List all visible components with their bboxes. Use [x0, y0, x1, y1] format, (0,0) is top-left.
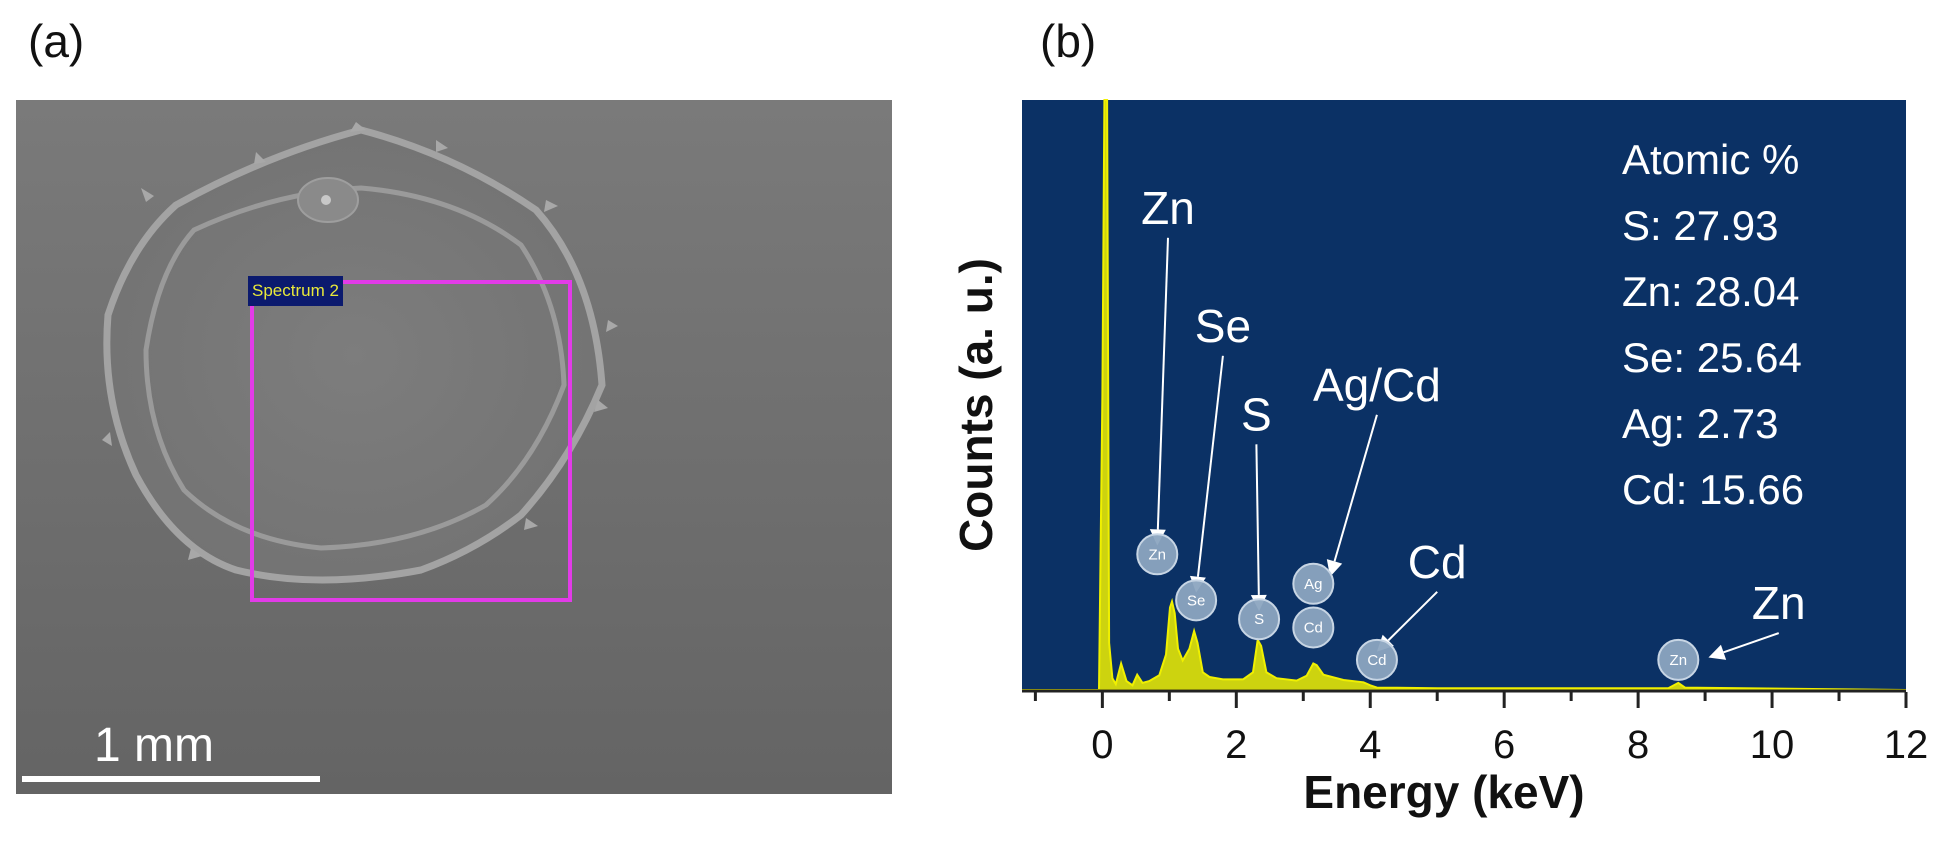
element-marker-label: Zn	[1149, 546, 1167, 563]
composition-entry: Ag: 2.73	[1622, 400, 1778, 447]
x-tick-label: 8	[1627, 723, 1649, 767]
particle-drawing	[102, 122, 618, 584]
element-marker-label: Se	[1187, 592, 1205, 609]
composition-title: Atomic %	[1622, 136, 1799, 183]
element-marker: Zn	[1657, 638, 1700, 681]
composition-entry: Cd: 15.66	[1622, 466, 1804, 513]
x-tick-label: 12	[1884, 723, 1929, 767]
x-tick-label: 10	[1750, 723, 1795, 767]
scale-bar-label: 1 mm	[94, 719, 214, 772]
element-marker: Zn	[1136, 533, 1179, 576]
peak-label: Ag/Cd	[1313, 359, 1441, 411]
peak-label: Zn	[1752, 577, 1806, 629]
spectrum-layer	[1022, 99, 1907, 691]
x-axis: 0 2 4 6 8 10 12	[1022, 689, 1929, 767]
rim-spikes	[102, 122, 618, 560]
spectrum-region-label: Spectrum 2	[248, 276, 343, 306]
spectrum-region-box	[250, 280, 572, 602]
spectrum-series-0	[1022, 99, 1907, 691]
x-tick-label: 6	[1493, 723, 1515, 767]
x-tick-label: 0	[1091, 723, 1113, 767]
peak-arrow	[1387, 591, 1438, 642]
panel-label-a: (a)	[28, 15, 85, 67]
composition-box: Atomic % S: 27.93 Zn: 28.04 Se: 25.64 Ag: 2.…	[1622, 136, 1804, 513]
element-marker: Cd	[1355, 638, 1398, 681]
peak-label: Zn	[1141, 182, 1195, 234]
panel-label-b: (b)	[1040, 15, 1097, 67]
peak-label: Cd	[1408, 536, 1467, 588]
particle-outer-rim	[103, 126, 606, 584]
element-marker-label: Zn	[1670, 652, 1688, 669]
element-marker-label: S	[1254, 611, 1264, 628]
peak-label: Se	[1195, 300, 1251, 352]
scale-bar	[22, 776, 320, 782]
composition-entry: Zn: 28.04	[1622, 268, 1799, 315]
element-marker: Ag	[1292, 562, 1335, 605]
element-marker-label: Ag	[1304, 576, 1322, 593]
peak-label: S	[1241, 388, 1272, 440]
particle-inner-rim	[143, 185, 567, 551]
element-marker: S	[1238, 598, 1281, 641]
y-axis-title: Counts (a. u.)	[950, 258, 1002, 552]
annotation-layer: Zn Se S Ag/Cd Cd Zn Zn Se S Ag Cd Cd Zn	[1136, 182, 1806, 681]
peak-arrow	[1156, 237, 1169, 530]
peak-arrow	[1333, 414, 1378, 562]
element-marker-label: Cd	[1367, 652, 1386, 669]
composition-entry: S: 27.93	[1622, 202, 1778, 249]
element-marker: Cd	[1292, 606, 1335, 649]
composition-entry: Se: 25.64	[1622, 334, 1802, 381]
peak-arrow	[1255, 444, 1260, 595]
element-marker-label: Cd	[1304, 619, 1323, 636]
x-tick-label: 2	[1225, 723, 1247, 767]
peak-arrow	[1723, 632, 1780, 654]
x-axis-title: Energy (keV)	[1303, 766, 1584, 818]
peak-arrow	[1196, 355, 1224, 577]
x-tick-label: 4	[1359, 723, 1381, 767]
sem-image: Spectrum 2 1 mm	[16, 100, 892, 794]
plot-area	[1022, 100, 1906, 690]
peak-arrowhead	[1708, 644, 1727, 660]
element-marker: Se	[1175, 579, 1218, 622]
